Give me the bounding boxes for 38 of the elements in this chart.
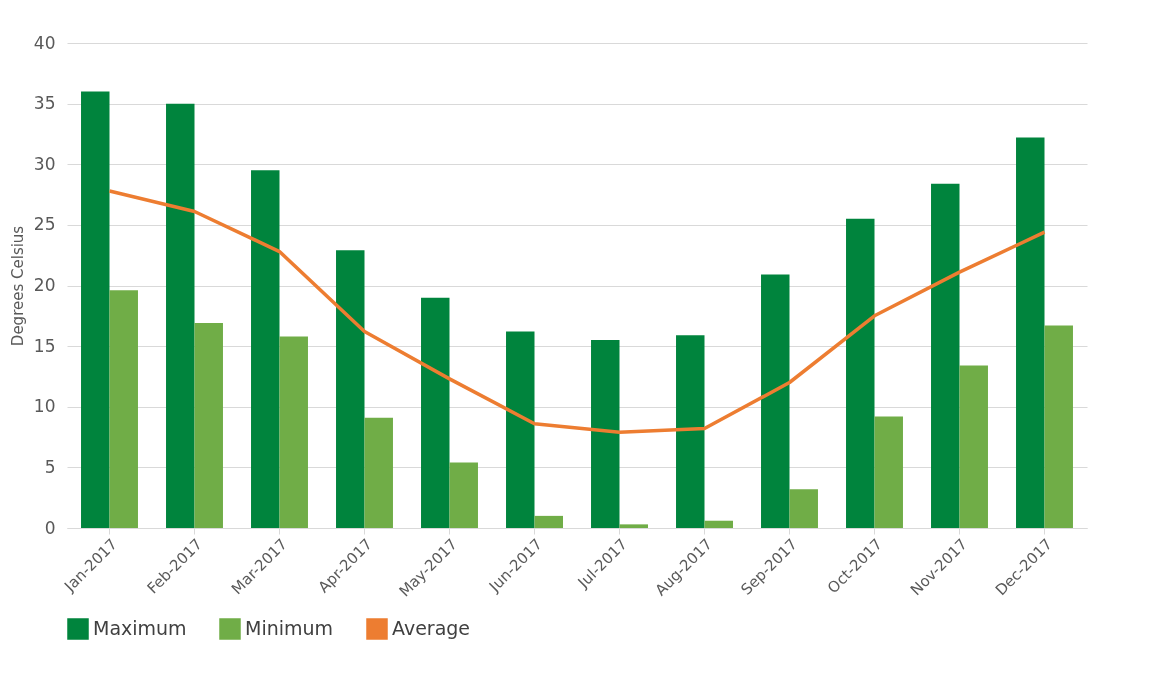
y-tick-label: 0 <box>44 517 56 538</box>
legend-label: Maximum <box>93 617 187 639</box>
bar <box>194 323 223 528</box>
bar <box>279 336 308 528</box>
bar <box>761 274 790 528</box>
bar <box>874 416 903 528</box>
bar <box>506 331 535 528</box>
y-tick-label: 30 <box>33 153 56 174</box>
bar <box>251 170 280 528</box>
y-tick-label: 5 <box>44 456 56 477</box>
bar <box>619 524 648 528</box>
legend-label: Average <box>392 617 471 639</box>
y-axis-title: Degrees Celsius <box>8 225 27 347</box>
bar <box>421 297 450 528</box>
y-tick-label: 35 <box>33 93 56 114</box>
y-tick-label: 40 <box>33 32 56 53</box>
y-tick-label: 15 <box>33 335 56 356</box>
y-tick-label: 10 <box>33 396 56 417</box>
bar <box>591 340 620 528</box>
bar <box>704 520 733 528</box>
y-tick-label: 20 <box>33 275 56 295</box>
bar <box>676 335 705 528</box>
bar <box>81 91 110 528</box>
bar <box>789 489 818 528</box>
bar <box>959 365 988 528</box>
bar <box>846 218 875 528</box>
legend-label: Minimum <box>245 617 334 639</box>
bar <box>534 515 563 528</box>
bar <box>931 183 960 528</box>
bar <box>1016 137 1045 528</box>
bar <box>166 103 195 528</box>
bar <box>336 250 365 528</box>
bar <box>364 417 393 528</box>
bar <box>1044 325 1073 528</box>
line-series <box>107 189 1047 434</box>
bar <box>109 290 138 528</box>
y-tick-label: 25 <box>33 214 56 235</box>
bar <box>449 462 478 528</box>
